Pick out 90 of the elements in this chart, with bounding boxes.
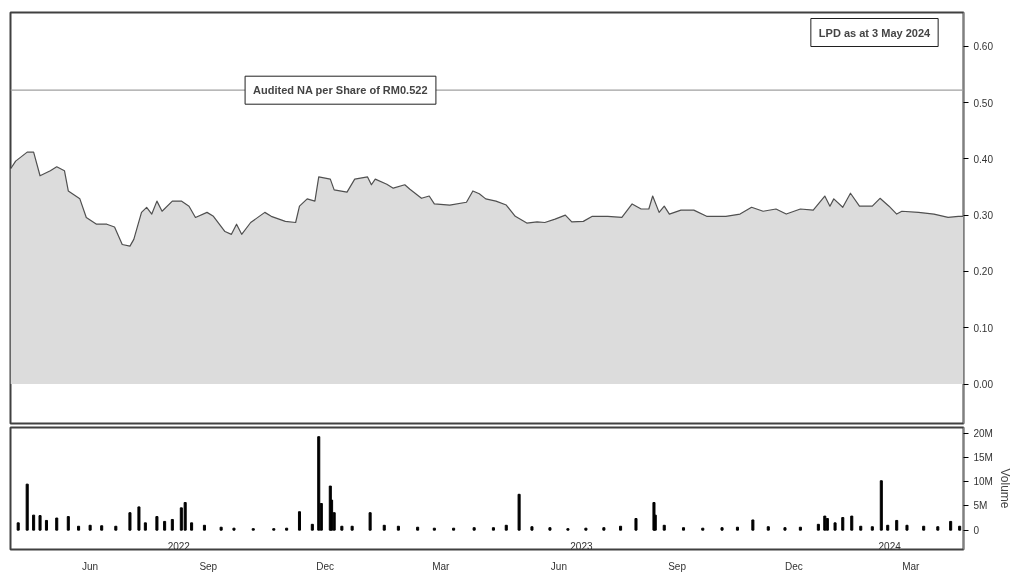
bar — [548, 527, 552, 531]
bar — [382, 524, 386, 531]
bar — [662, 524, 666, 531]
bar — [190, 522, 194, 531]
bar — [340, 525, 344, 531]
bar — [16, 522, 20, 531]
annotation: 2024 — [878, 540, 902, 552]
y-tick-label: 0.50 — [973, 97, 994, 109]
y-tick-label: 0.40 — [973, 153, 994, 165]
bar — [859, 525, 863, 531]
bar — [879, 480, 883, 531]
bar — [634, 518, 638, 531]
bar — [886, 524, 890, 531]
bar — [652, 502, 656, 531]
bar — [114, 525, 118, 531]
bar — [416, 526, 420, 531]
x-tick-label: Jun — [550, 560, 567, 572]
bar — [766, 526, 770, 531]
bar — [681, 527, 686, 531]
y-tick-label: 5M — [973, 500, 988, 512]
bar — [850, 515, 854, 531]
bar — [137, 506, 141, 531]
annotation: 2023 — [570, 540, 593, 552]
bar — [895, 519, 899, 531]
bar — [219, 526, 223, 531]
bar — [783, 527, 787, 531]
y-tick-label: 0 — [973, 524, 980, 536]
ref-line-label: Audited NA per Share of RM0.522 — [253, 84, 428, 97]
bar — [949, 520, 953, 531]
bar — [530, 526, 534, 531]
y-tick-label: 0.00 — [973, 379, 994, 391]
bar — [310, 523, 314, 531]
x-tick-label: Mar — [432, 560, 451, 572]
y-axis-title: Volume — [997, 468, 1012, 509]
annotation: LPD as at 3 May 2024 — [818, 26, 932, 39]
bar — [870, 526, 874, 531]
y-tick-label: 20M — [973, 427, 993, 439]
bar — [77, 525, 81, 531]
bar — [816, 523, 820, 531]
bar — [720, 527, 724, 531]
y-tick-label: 0.20 — [973, 266, 994, 278]
y-tick-label: 0.60 — [973, 41, 994, 53]
bar — [128, 512, 132, 531]
bar — [491, 527, 495, 531]
bar — [163, 520, 167, 531]
bar — [958, 525, 962, 531]
x-tick-label: Sep — [199, 560, 218, 572]
x-tick-label: Sep — [668, 560, 687, 572]
x-tick-label: Dec — [316, 560, 335, 572]
x-tick-label: Jun — [82, 560, 99, 572]
y-tick-label: 10M — [973, 476, 993, 488]
bar — [100, 525, 104, 531]
bar — [183, 502, 187, 531]
bar — [472, 527, 476, 531]
bar — [905, 524, 909, 531]
bar — [55, 517, 59, 531]
bar — [619, 525, 623, 531]
bar — [170, 518, 174, 531]
bar — [32, 514, 36, 531]
bar — [350, 525, 354, 531]
bar — [841, 517, 845, 531]
bar — [88, 524, 92, 531]
bar — [297, 511, 302, 531]
x-tick-label: Mar — [902, 560, 921, 572]
bar — [922, 525, 926, 531]
bar — [66, 516, 70, 531]
bar — [798, 526, 802, 531]
bar — [825, 518, 829, 531]
y-tick-label: 0.30 — [973, 210, 994, 222]
bar — [44, 519, 48, 531]
bar — [751, 519, 755, 531]
bar — [602, 527, 606, 531]
bar — [396, 525, 400, 531]
bar — [517, 493, 521, 531]
bar — [25, 483, 29, 531]
bar — [202, 524, 206, 531]
bar — [833, 522, 837, 531]
bar — [936, 526, 940, 531]
bar — [38, 515, 42, 531]
bar — [143, 522, 147, 531]
annotation: 2022 — [167, 540, 191, 552]
bar — [504, 524, 508, 531]
y-tick-label: 0.10 — [973, 322, 994, 334]
bar — [155, 516, 159, 531]
x-tick-label: Dec — [785, 560, 803, 572]
bar — [368, 512, 372, 531]
y-tick-label: 15M — [973, 452, 993, 464]
bar — [317, 436, 321, 531]
bar — [735, 526, 739, 531]
bar — [823, 515, 827, 531]
